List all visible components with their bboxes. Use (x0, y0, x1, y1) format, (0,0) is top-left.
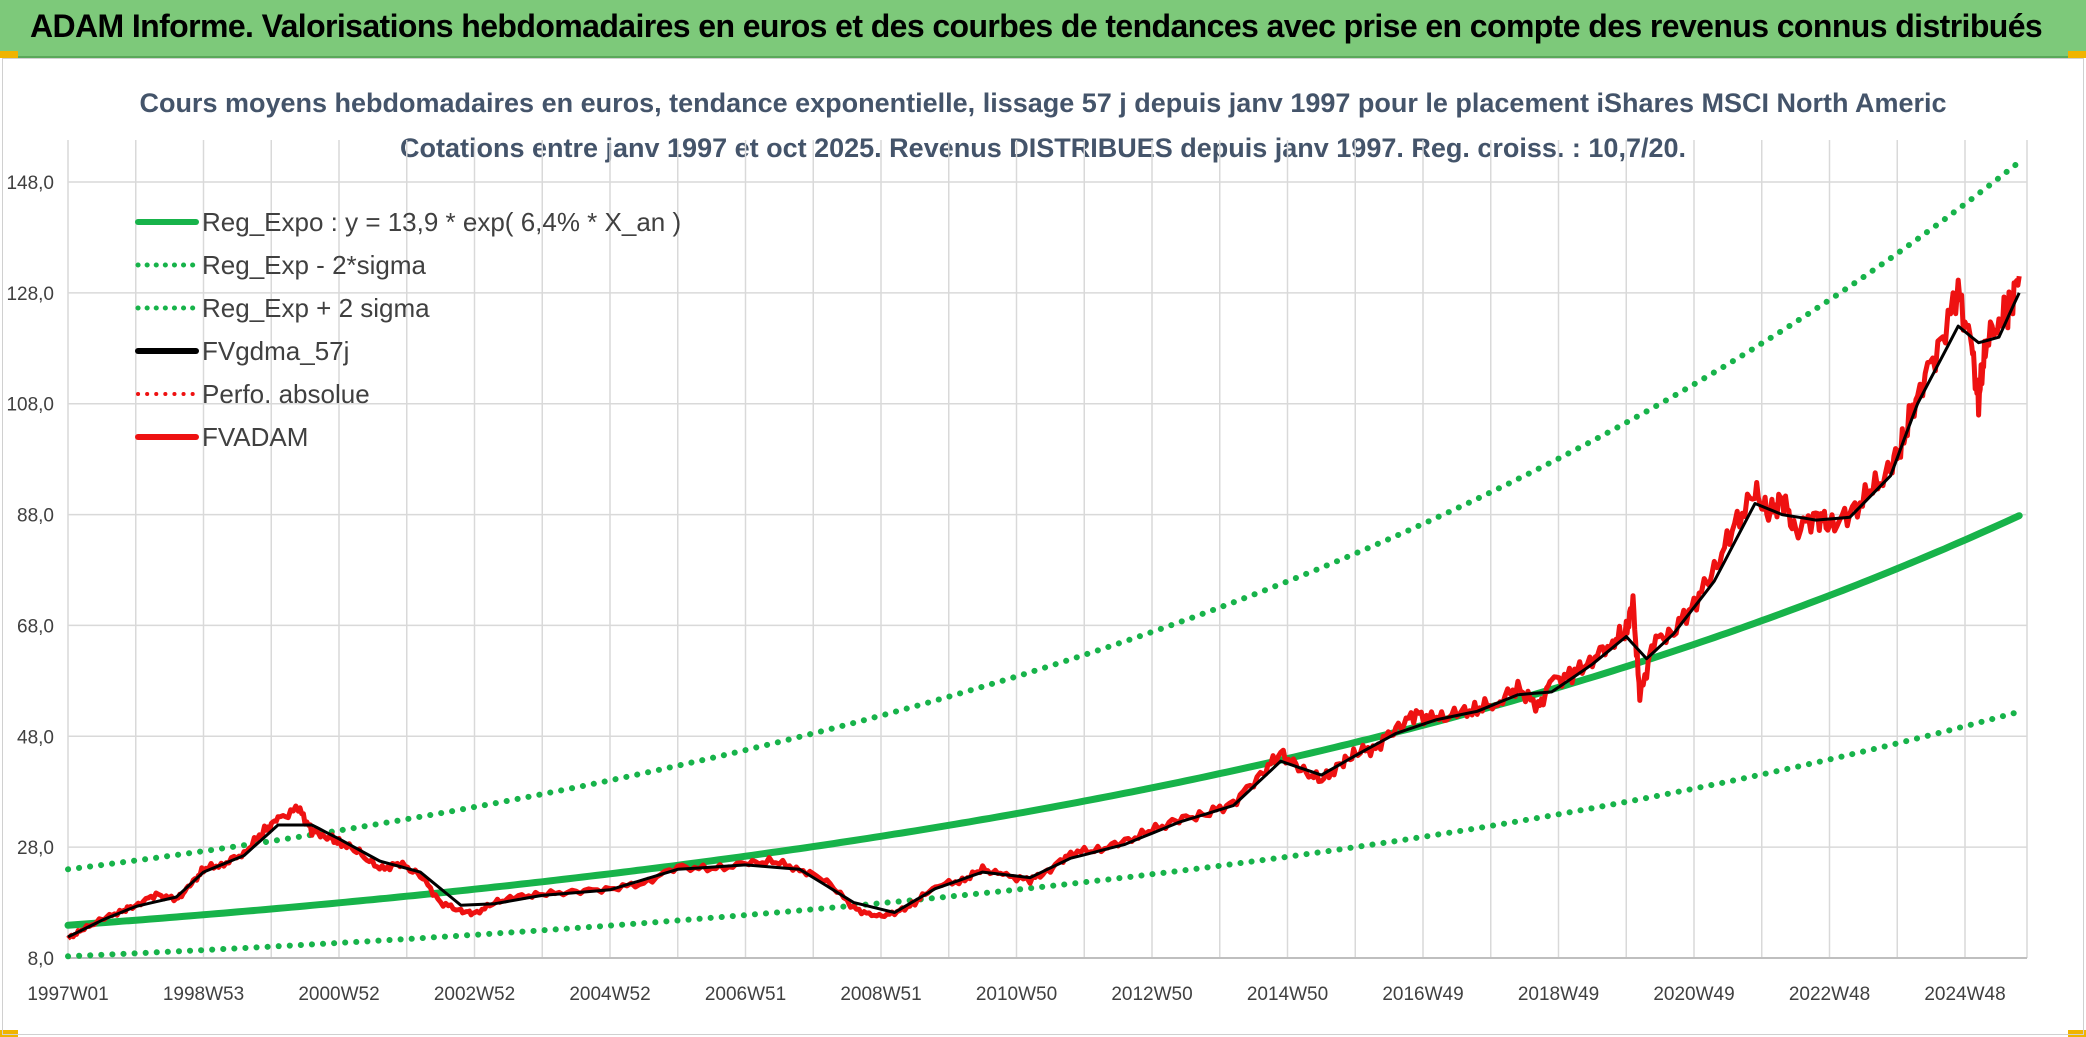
chart-frame (2, 58, 2084, 1035)
x-axis-ticks: 1997W01 1998W53 2000W52 2002W52 2004W52 2006W… (27, 984, 2005, 1005)
y-tick-label: 28,0 (17, 838, 54, 859)
y-tick-label: 48,0 (17, 727, 54, 748)
legend-perfo-label: Perfo. absolue (202, 379, 370, 409)
report-banner: ADAM Informe. Valorisations hebdomadaire… (0, 0, 2086, 58)
chart-legend: Reg_Expo : y = 13,9 * exp( 6,4% * X_an )… (135, 207, 681, 452)
x-tick-label: 1997W01 (27, 984, 108, 1005)
series-layer (64, 159, 2023, 960)
x-tick-label: 2022W48 (1789, 984, 1870, 1005)
gridlines (67, 140, 2028, 959)
reg-expo-line (64, 512, 2023, 929)
x-tick-label: 1998W53 (163, 984, 244, 1005)
reg-exp-minus-2sigma-line (65, 708, 2023, 960)
legend-reg-exp-minus-label: Reg_Exp - 2*sigma (202, 250, 427, 280)
legend-fvadam-label: FVADAM (202, 422, 308, 452)
corner-marker (2068, 1030, 2086, 1037)
x-tick-label: 2020W49 (1653, 984, 1734, 1005)
chart-title-line1: Cours moyens hebdomadaires en euros, ten… (139, 88, 1946, 118)
y-axis-ticks: 8,0 28,0 48,0 68,0 88,0 108,0 128,0 148,0 (6, 173, 54, 970)
y-tick-label: 68,0 (17, 616, 54, 637)
x-tick-label: 2016W49 (1382, 984, 1463, 1005)
y-tick-label: 148,0 (6, 173, 54, 194)
legend-reg-exp-plus-label: Reg_Exp + 2 sigma (202, 293, 430, 323)
x-tick-label: 2014W50 (1247, 984, 1328, 1005)
x-tick-label: 2010W50 (976, 984, 1057, 1005)
y-tick-label: 8,0 (28, 949, 54, 970)
x-tick-label: 2024W48 (1924, 984, 2005, 1005)
legend-reg-expo-label: Reg_Expo : y = 13,9 * exp( 6,4% * X_an ) (202, 207, 681, 237)
y-tick-label: 88,0 (17, 506, 54, 527)
y-tick-label: 108,0 (6, 395, 54, 416)
corner-marker (0, 51, 18, 58)
reg-exp-plus-2sigma-line (65, 159, 2023, 873)
x-tick-label: 2008W51 (840, 984, 921, 1005)
x-tick-label: 2000W52 (298, 984, 379, 1005)
x-tick-label: 2002W52 (434, 984, 515, 1005)
corner-marker (0, 1030, 18, 1037)
fvgdma-57j-line (67, 292, 2021, 939)
x-tick-label: 2012W50 (1111, 984, 1192, 1005)
report-title: ADAM Informe. Valorisations hebdomadaire… (30, 8, 2043, 44)
x-tick-label: 2006W51 (705, 984, 786, 1005)
fvadam-line (66, 275, 2022, 941)
y-tick-label: 128,0 (6, 284, 54, 305)
chart-title-line2: Cotations entre janv 1997 et oct 2025. R… (400, 133, 1686, 163)
legend-fvgdma-label: FVgdma_57j (202, 336, 349, 366)
corner-marker (2068, 51, 2086, 58)
x-tick-label: 2004W52 (569, 984, 650, 1005)
x-tick-label: 2018W49 (1518, 984, 1599, 1005)
